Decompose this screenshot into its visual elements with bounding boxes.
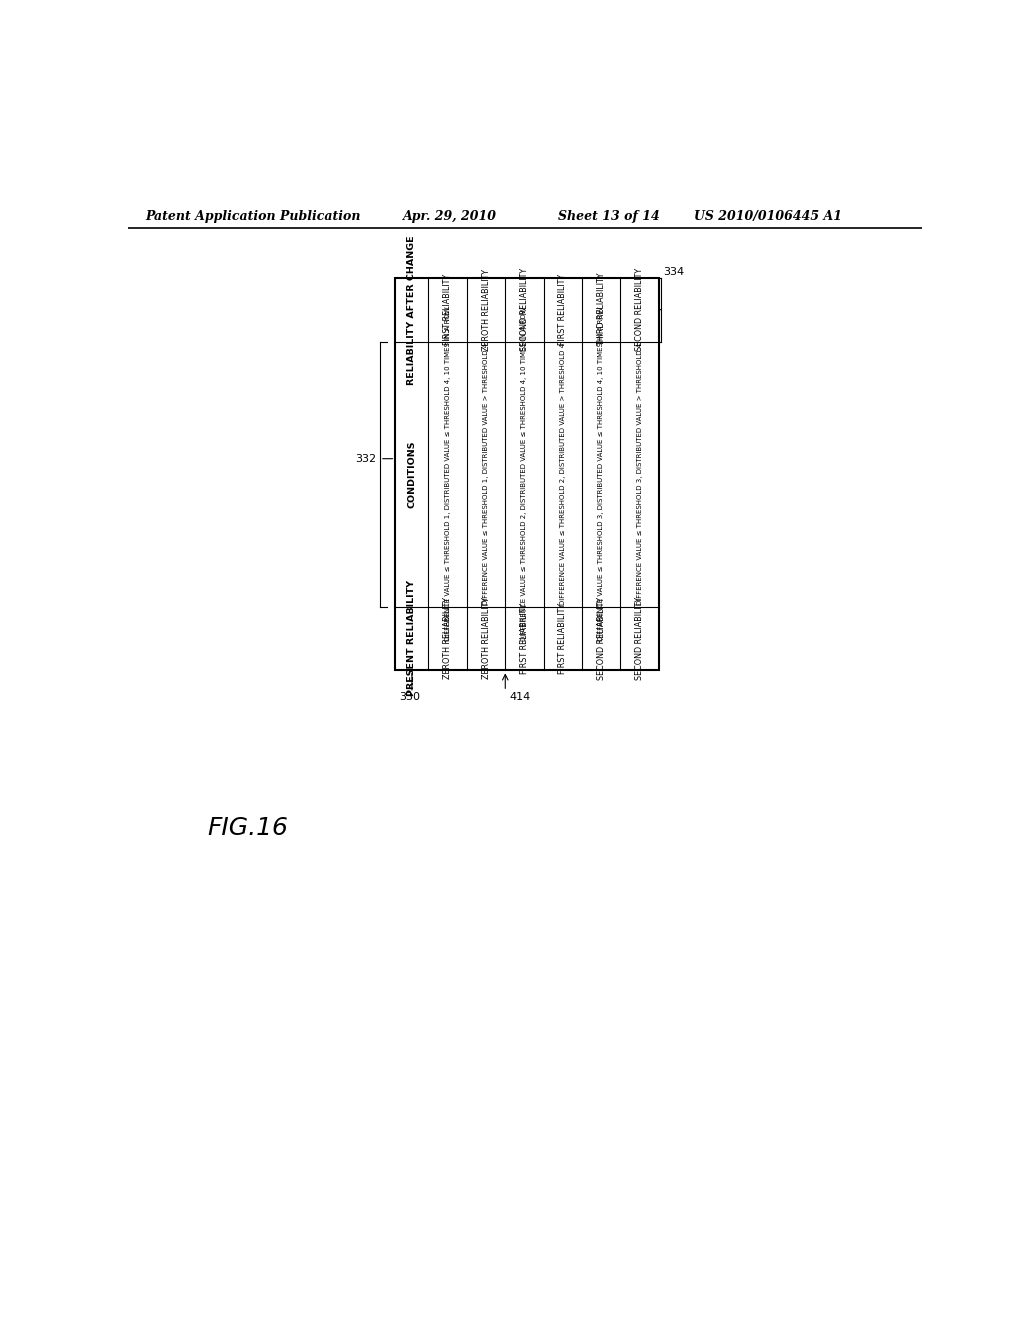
Text: DIFFERENCE VALUE ≤ THRESHOLD 1, DISTRIBUTED VALUE > THRESHOLD 4: DIFFERENCE VALUE ≤ THRESHOLD 1, DISTRIBU… [483,343,489,605]
Text: PRESENT RELIABILITY: PRESENT RELIABILITY [408,581,417,697]
Text: ZEROTH RELIABILITY: ZEROTH RELIABILITY [481,598,490,680]
Text: FIRST RELIABILITY: FIRST RELIABILITY [558,603,567,675]
Text: DIFFERENCE VALUE ≤ THRESHOLD 1, DISTRIBUTED VALUE ≤ THRESHOLD 4, 10 TIMES IN A R: DIFFERENCE VALUE ≤ THRESHOLD 1, DISTRIBU… [444,306,451,642]
Text: Sheet 13 of 14: Sheet 13 of 14 [558,210,659,223]
Text: US 2010/0106445 A1: US 2010/0106445 A1 [693,210,842,223]
Text: FIRST RELIABILITY: FIRST RELIABILITY [558,275,567,346]
Text: ZEROTH RELIABILITY: ZEROTH RELIABILITY [481,269,490,351]
Text: THIRD RELIABILITY: THIRD RELIABILITY [597,273,606,346]
Text: 414: 414 [509,693,530,702]
Text: 332: 332 [355,454,376,463]
Text: CONDITIONS: CONDITIONS [408,441,417,508]
Text: 334: 334 [663,268,684,277]
Text: Patent Application Publication: Patent Application Publication [145,210,360,223]
Text: SECOND RELIABILITY: SECOND RELIABILITY [597,597,606,680]
Text: DIFFERENCE VALUE ≤ THRESHOLD 2, DISTRIBUTED VALUE > THRESHOLD 4: DIFFERENCE VALUE ≤ THRESHOLD 2, DISTRIBU… [560,343,566,605]
Text: 330: 330 [399,693,420,702]
Text: SECOND RELIABILITY: SECOND RELIABILITY [520,268,529,351]
Text: SECOND RELIABILITY: SECOND RELIABILITY [635,597,644,680]
Text: FIRST RELIABILITY: FIRST RELIABILITY [443,275,453,346]
Text: ZEROTH RELIABILITY: ZEROTH RELIABILITY [443,598,453,680]
Text: DIFFERENCE VALUE ≤ THRESHOLD 2, DISTRIBUTED VALUE ≤ THRESHOLD 4, 10 TIMES IN A R: DIFFERENCE VALUE ≤ THRESHOLD 2, DISTRIBU… [521,306,527,642]
Text: DIFFERENCE VALUE ≤ THRESHOLD 3, DISTRIBUTED VALUE ≤ THRESHOLD 4, 10 TIMES IN A R: DIFFERENCE VALUE ≤ THRESHOLD 3, DISTRIBU… [598,306,604,642]
Bar [395,277,658,671]
Text: RELIABILITY AFTER CHANGE: RELIABILITY AFTER CHANGE [408,235,417,384]
Text: Apr. 29, 2010: Apr. 29, 2010 [403,210,497,223]
Text: FIRST RELIABILITY: FIRST RELIABILITY [520,603,529,675]
Text: FIG.16: FIG.16 [208,816,289,841]
Text: DIFFERENCE VALUE ≤ THRESHOLD 3, DISTRIBUTED VALUE > THRESHOLD 4: DIFFERENCE VALUE ≤ THRESHOLD 3, DISTRIBU… [637,343,643,605]
Text: SECOND RELIABILITY: SECOND RELIABILITY [635,268,644,351]
